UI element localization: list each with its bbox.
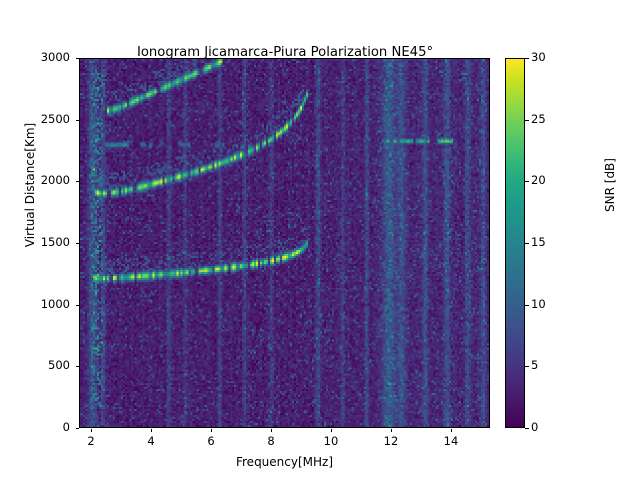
x-tick-mark — [451, 428, 452, 432]
colorbar-gradient — [506, 59, 524, 427]
colorbar-tick-mark — [525, 304, 529, 306]
x-tick-label: 6 — [207, 434, 215, 448]
y-tick-label: 2000 — [40, 173, 70, 188]
colorbar-tick-label: 5 — [531, 358, 539, 373]
colorbar-tick-label: 20 — [531, 173, 546, 188]
colorbar-tick-mark — [525, 58, 529, 59]
x-tick-mark — [331, 428, 332, 432]
colorbar-tick-mark — [525, 119, 529, 121]
x-tick-label: 8 — [267, 434, 275, 448]
y-tick-label: 2500 — [40, 111, 70, 126]
x-tick-label: 12 — [383, 434, 399, 448]
colorbar-tick-label: 30 — [531, 50, 546, 64]
colorbar-tick-label: 25 — [531, 111, 546, 126]
y-tick-mark — [75, 58, 79, 59]
colorbar-tick-label: 15 — [531, 235, 546, 249]
x-tick-label: 14 — [443, 434, 459, 448]
y-tick-label: 1500 — [40, 235, 70, 249]
x-tick-label: 2 — [87, 434, 95, 448]
y-tick-label: 1000 — [40, 296, 70, 311]
y-tick-label: 500 — [48, 358, 70, 373]
x-tick-mark — [151, 428, 152, 432]
chart-title-line-1: Ionogram Jicamarca-Piura Polarization NE… — [136, 45, 434, 60]
colorbar-tick-label: 0 — [531, 420, 539, 434]
x-tick-mark — [91, 428, 92, 432]
x-tick-mark — [391, 428, 392, 432]
y-tick-mark — [75, 243, 79, 244]
colorbar-tick-mark — [525, 243, 529, 244]
y-tick-label: 3000 — [40, 50, 70, 64]
ionogram-plot-area — [79, 58, 490, 428]
x-tick-label: 10 — [323, 434, 339, 448]
colorbar — [505, 58, 525, 428]
y-axis-label: Virtual Distance[Km] — [23, 122, 37, 248]
x-tick-mark — [271, 428, 272, 432]
colorbar-tick-mark — [525, 181, 529, 183]
x-axis-label: Frequency[MHz] — [235, 455, 334, 469]
x-tick-mark — [211, 428, 212, 432]
y-tick-mark — [75, 428, 79, 429]
y-tick-mark — [75, 304, 79, 306]
colorbar-tick-mark — [525, 428, 529, 429]
y-tick-mark — [75, 181, 79, 183]
colorbar-tick-mark — [525, 366, 529, 368]
colorbar-label: SNR [dB] — [603, 158, 617, 212]
y-tick-mark — [75, 119, 79, 121]
ionogram-heatmap-canvas — [80, 59, 489, 427]
y-tick-label: 0 — [62, 420, 70, 434]
y-tick-mark — [75, 366, 79, 368]
colorbar-tick-label: 10 — [531, 296, 546, 311]
x-tick-label: 4 — [147, 434, 155, 448]
